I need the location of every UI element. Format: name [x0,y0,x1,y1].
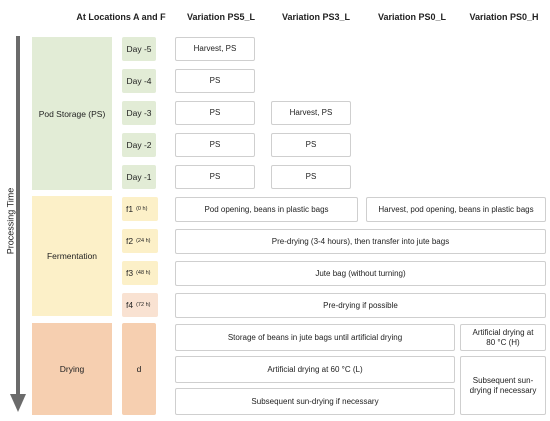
cell-ps5-day-1: PS [175,165,255,189]
cell-ps3-day-1: PS [271,165,351,189]
cell-ps5-day-5: Harvest, PS [175,37,255,61]
cell-ps3-day-3: Harvest, PS [271,101,351,125]
drying-day-d: d [122,323,156,415]
cell-drying-sun-l: Subsequent sun-drying if necessary [175,388,455,415]
processing-time-arrow [10,36,26,412]
ferment-day-f3: f3 (48 h) [122,261,158,285]
variation-ps5-l-header: Variation PS5_L [186,12,256,22]
cell-ps5-day-2: PS [175,133,255,157]
ferment-day-f3-label: f3 [126,268,134,278]
ferment-day-f1-hours: (0 h) [136,206,148,212]
ferment-day-f1-label: f1 [126,204,134,214]
cell-drying-storage: Storage of beans in jute bags until arti… [175,324,455,351]
ferment-day-f2-label: f2 [126,236,134,246]
phase-drying-label: Drying [59,364,85,374]
cell-ps3-day-2: PS [271,133,351,157]
processing-time-label: Processing Time [5,187,15,255]
cell-f3-jute-bag: Jute bag (without turning) [175,261,546,286]
cell-f4-pre-drying: Pre-drying if possible [175,293,546,318]
cell-drying-sun-ps0-h: Subsequent sun-drying if necessary [460,356,546,415]
cell-f1-pod-opening: Pod opening, beans in plastic bags [175,197,358,222]
phase-drying: Drying [32,323,112,415]
variation-ps0-l-header: Variation PS0_L [377,12,447,22]
cell-f2-pre-drying: Pre-drying (3-4 hours), then transfer in… [175,229,546,254]
ferment-day-f3-hours: (48 h) [136,270,151,276]
ferment-day-f4-hours: (72 h) [136,302,151,308]
locations-header: At Locations A and F [76,12,166,22]
phase-pod-storage: Pod Storage (PS) [32,37,112,190]
variation-ps0-h-header: Variation PS0_H [469,12,539,22]
phase-fermentation: Fermentation [32,196,112,316]
ferment-day-f2-hours: (24 h) [136,238,151,244]
day-minus-5: Day -5 [122,37,156,61]
ferment-day-f4: f4 (72 h) [122,293,158,317]
day-minus-1: Day -1 [122,165,156,189]
day-minus-4: Day -4 [122,69,156,93]
day-minus-3: Day -3 [122,101,156,125]
phase-fermentation-label: Fermentation [46,251,98,261]
ferment-day-f2: f2 (24 h) [122,229,158,253]
cell-f1-harvest-pod-opening: Harvest, pod opening, beans in plastic b… [366,197,546,222]
phase-pod-storage-label: Pod Storage (PS) [38,108,106,119]
cell-ps5-day-3: PS [175,101,255,125]
cell-drying-artificial-80: Artificial drying at 80 °C (H) [460,324,546,351]
ferment-day-f4-label: f4 [126,300,134,310]
day-minus-2: Day -2 [122,133,156,157]
cell-ps5-day-4: PS [175,69,255,93]
variation-ps3-l-header: Variation PS3_L [281,12,351,22]
ferment-day-f1: f1 (0 h) [122,197,158,221]
cell-drying-artificial-60: Artificial drying at 60 °C (L) [175,356,455,383]
